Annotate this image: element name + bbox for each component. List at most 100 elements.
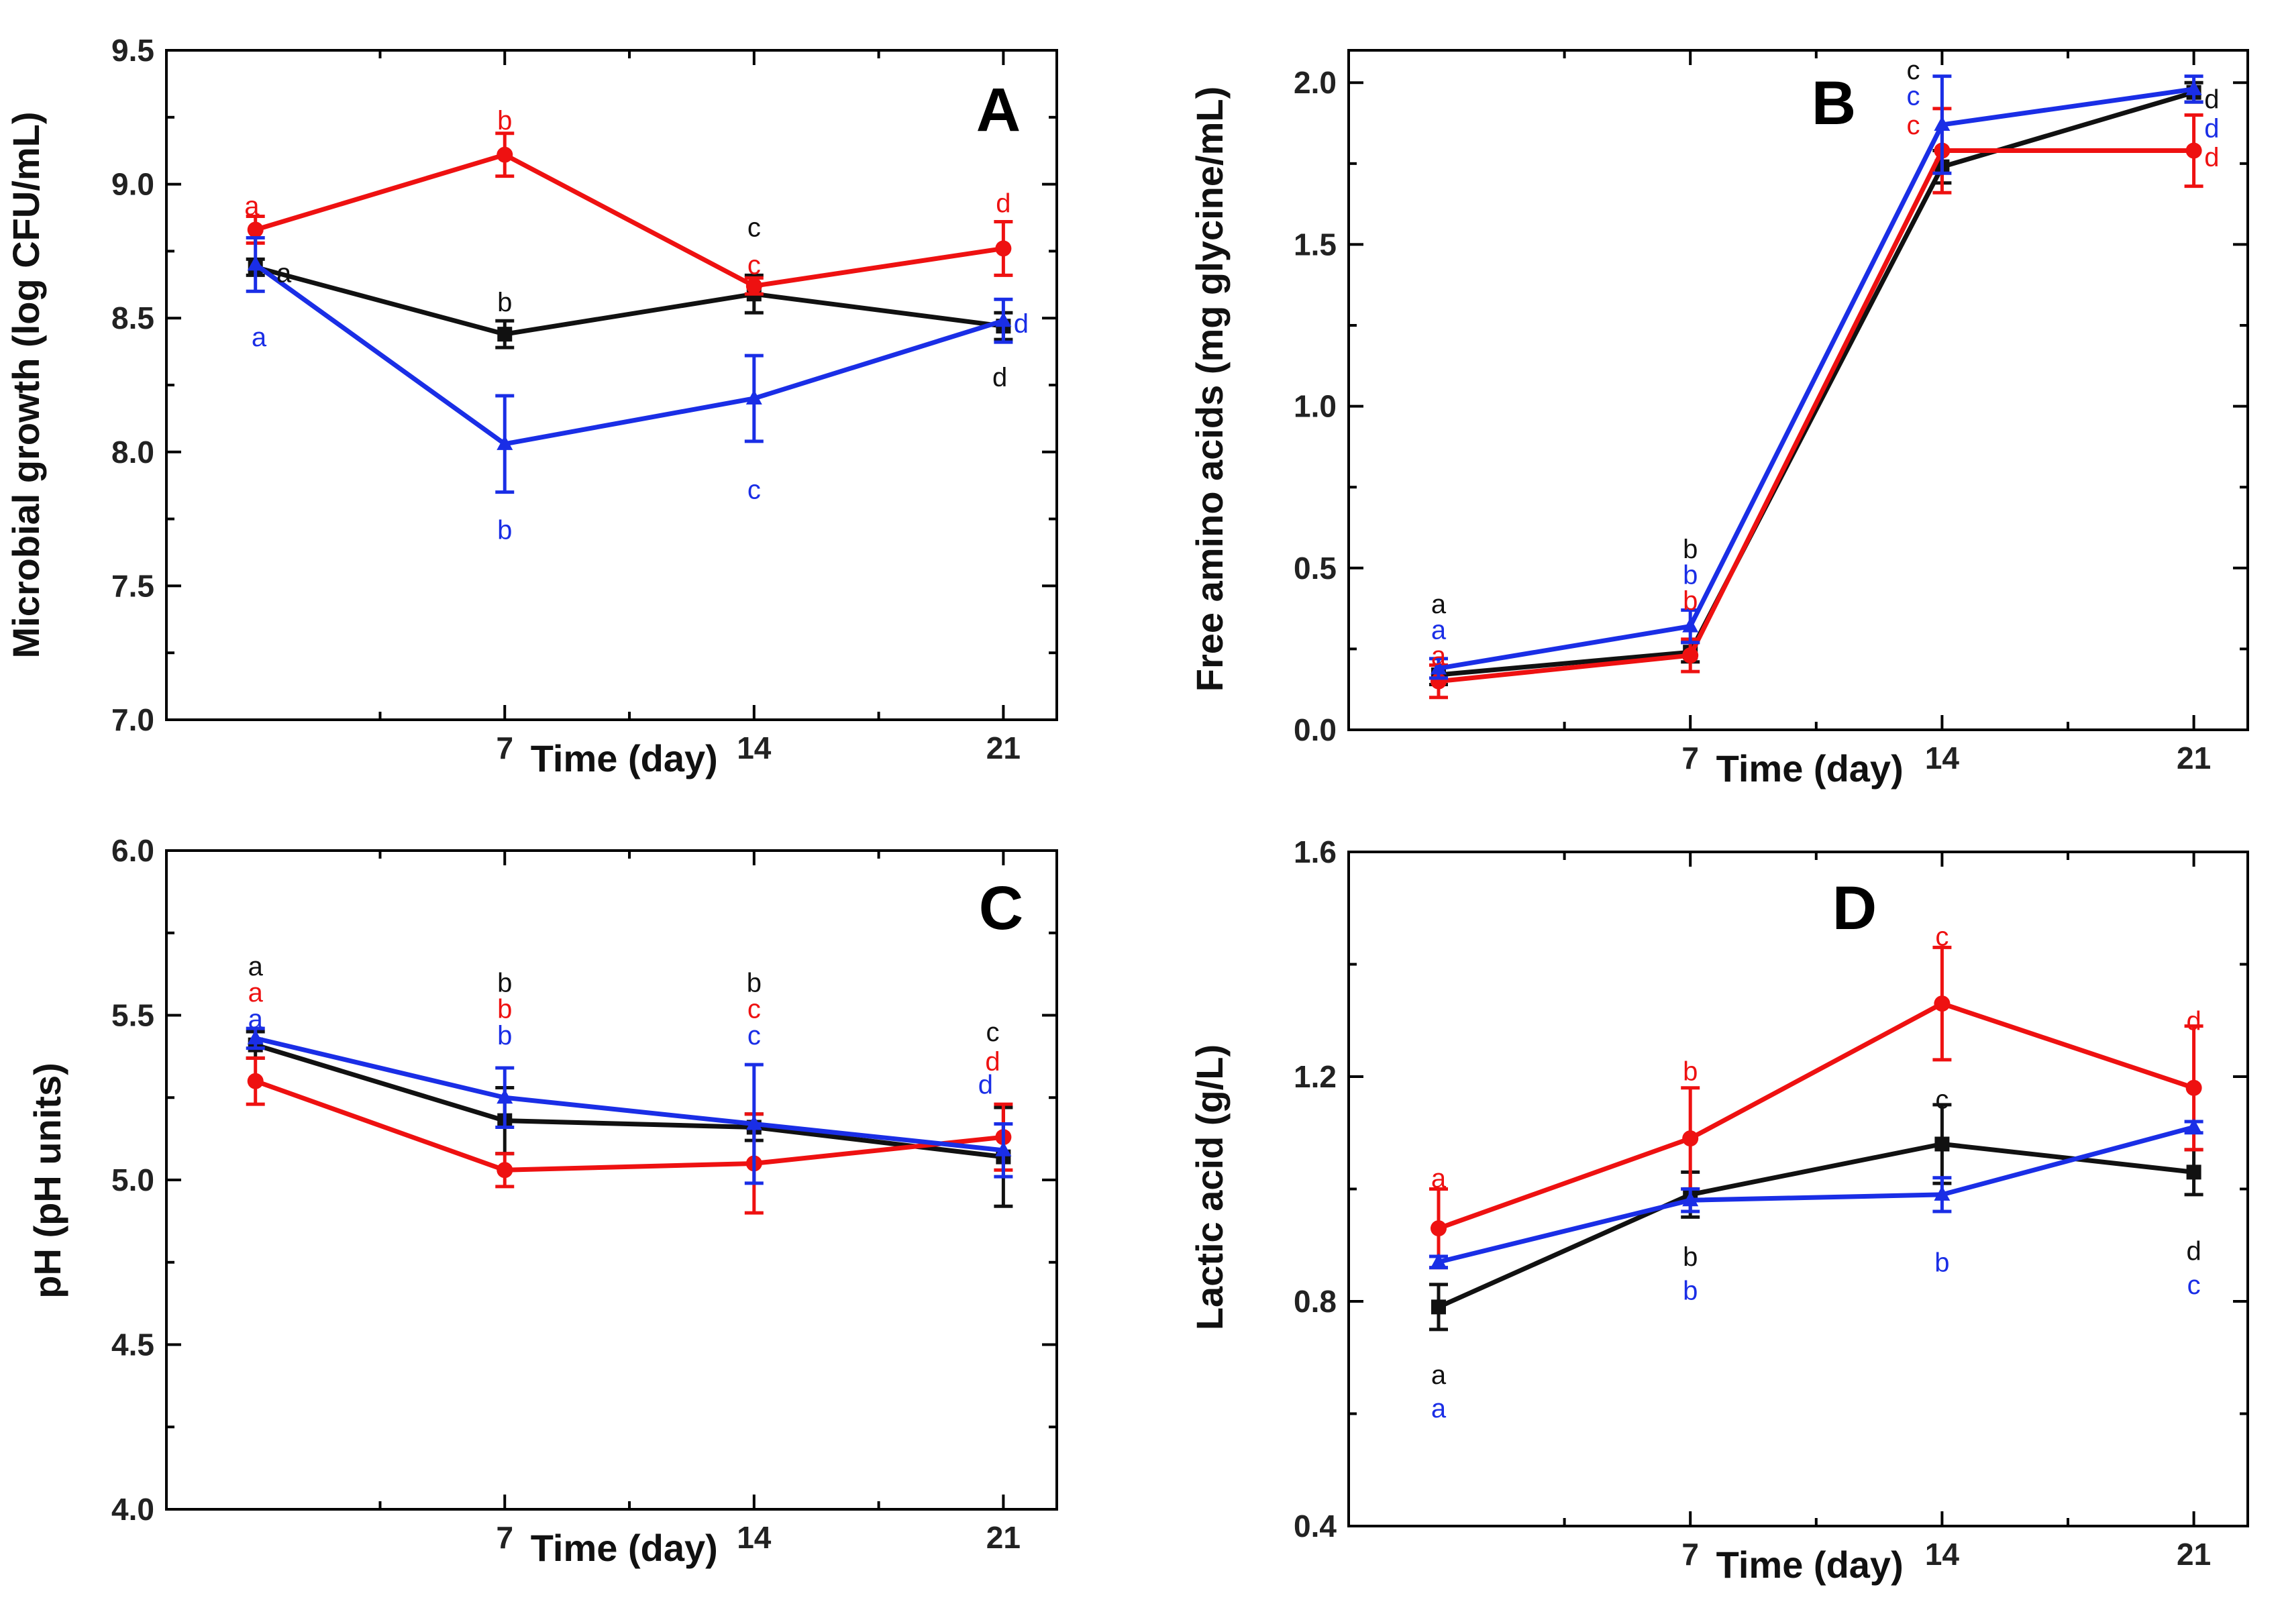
panel-d-series-blue-line [1438,1124,2195,1264]
panel-d-y-tick-label: 1.6 [1294,834,1337,869]
panel-c-blue-triangle-marker [497,1089,513,1104]
panel-d-y-axis-title: Lactic acid (g/L) [1188,1044,1231,1330]
panel-c-significance-letter: b [497,1021,512,1050]
panel-c-series-black-line [254,1042,1004,1160]
panel-c-series-red-line [254,1079,1004,1173]
panel-a-series-black [246,257,1013,349]
panel-b-series-blue [1429,74,2203,680]
panel-b-series-black-line [1438,90,2195,678]
panel-d-significance-letter: c [1935,922,1949,952]
panel-a-y-tick-label: 8.0 [111,435,154,470]
panel-c-blue-triangle-marker [995,1141,1012,1156]
panel-d-blue-triangle-marker [1431,1253,1447,1268]
panel-b-significance-letter: a [1431,641,1447,671]
panel-b-blue-triangle-marker [1431,659,1447,675]
panel-a-significance-letter: b [497,288,512,317]
panel-c-y-tick-label: 6.0 [111,833,154,868]
panel-b-y-tick-label: 0.5 [1294,551,1337,586]
panel-d-significance-letter: a [1431,1360,1447,1390]
panel-b-blue-triangle-marker [2185,80,2202,95]
panel-b-significance-letter: b [1683,586,1698,616]
panel-c-significance-letter: a [248,1004,264,1034]
panel-d-plot-frame [1347,851,2249,1527]
panel-d-black-square-marker [2186,1165,2201,1180]
panel-a-significance-letter: a [252,323,267,352]
panel-b-red-circle-marker [1682,647,1699,664]
panel-d-significance-letter: d [2186,1006,2201,1036]
panel-a-significance-letter: c [747,476,761,505]
panel-a-microbial-growth-chart: 7.0 7.5 8.0 8.5 9.0 9.5 7 14 21 Time (day) Microbi… [5,33,1058,779]
panel-a-series-blue [246,235,1013,494]
panel-c-significance-letter: d [978,1071,993,1100]
panel-c-blue-triangle-marker [745,1115,762,1130]
panel-c-significance-letter: b [497,968,512,997]
panel-c-significance-letter: b [747,968,762,997]
panel-c-x-tick-label: 7 [496,1520,513,1555]
panel-d-black-square-marker [1431,1299,1446,1315]
panel-d-significance-letter: c [2187,1270,2201,1300]
panel-c-series-blue [246,1026,1013,1185]
panel-b-y-axis-title: Free amino acids (mg glycine/mL) [1188,87,1231,692]
panel-d-blue-triangle-marker [1934,1185,1951,1201]
panel-a-blue-triangle-marker [995,312,1012,327]
panel-d-blue-triangle-marker [1682,1191,1699,1207]
panel-c-significance-letter: d [985,1047,1000,1077]
panel-d-x-axis-title: Time (day) [1716,1544,1904,1586]
panel-a-significance-letter: d [996,189,1010,219]
panel-a-x-axis-title: Time (day) [531,737,718,779]
panel-d-black-square-marker [1934,1136,1950,1152]
panel-a-x-tick-label: 7 [496,730,513,765]
panel-a-black-square-marker [497,327,513,342]
panel-d-lactic-acid-chart: 0.4 0.8 1.2 1.6 7 14 21 Time (day) Lactic acid (… [1188,834,2249,1586]
panel-a-red-circle-marker [745,278,762,294]
panel-a-red-circle-marker [247,221,264,238]
panel-c-significance-letter: c [986,1018,999,1047]
panel-b-y-tick-label: 1.0 [1294,389,1337,424]
panel-a-blue-triangle-marker [497,435,513,450]
panel-a-significance-letter: c [747,250,761,280]
panel-d-x-tick-label: 14 [1925,1537,1960,1572]
panel-c-ph-chart: 4.0 4.5 5.0 5.5 6.0 7 14 21 Time (day) pH (pH uni… [26,833,1058,1569]
panel-b-letter: B [1812,69,1856,138]
panel-d-series-red [1429,945,2203,1270]
panel-d-significance-letter: a [1431,1164,1447,1193]
panel-b-significance-letter: d [2204,143,2219,172]
panel-b-blue-triangle-marker [1934,115,1951,131]
panel-c-significance-letter: b [497,995,512,1024]
panel-d-significance-letter: a [1431,1394,1447,1423]
panel-b-series-blue-line [1438,87,2195,671]
panel-b-plot-frame [1347,49,2249,731]
panel-c-letter: C [979,874,1023,942]
panel-d-y-tick-label: 0.8 [1294,1284,1337,1319]
panel-a-letter: A [976,76,1021,144]
panel-d-x-tick-label: 21 [2177,1537,2211,1572]
panel-a-significance-letter: b [497,106,512,136]
panel-d-significance-letter: b [1683,1276,1698,1305]
panel-b-y-tick-label: 2.0 [1294,65,1337,100]
panel-b-blue-triangle-marker [1682,617,1699,633]
panel-c-x-tick-label: 21 [986,1520,1021,1555]
panel-d-significance-letter: b [1683,1057,1698,1087]
panel-b-red-circle-marker [2185,142,2202,159]
panel-b-significance-letter: d [2204,114,2219,144]
panel-d-y-tick-label: 0.4 [1294,1509,1337,1544]
panel-a-significance-letter: d [992,363,1007,392]
panel-b-significance-letter: d [2204,85,2219,114]
panel-c-x-axis-title: Time (day) [531,1527,718,1569]
panel-d-y-tick-label: 1.2 [1294,1059,1337,1094]
panel-a-y-axis-title: Microbial growth (log CFU/mL) [5,111,47,658]
panel-b-x-tick-label: 14 [1925,741,1960,775]
panel-a-significance-letter: a [276,258,292,288]
panel-b-y-tick-label: 1.5 [1294,227,1337,262]
panel-a-y-tick-label: 9.5 [111,33,154,68]
panel-c-x-tick-label: 14 [737,1520,772,1555]
panel-d-red-circle-marker [1682,1130,1699,1147]
panel-a-blue-triangle-marker [247,256,264,271]
panel-b-free-amino-acids-chart: 0.0 0.5 1.0 1.5 2.0 7 14 21 Time (day) Free amino… [1188,49,2249,790]
panel-a-significance-letter: c [747,213,761,242]
panel-c-red-circle-marker [247,1073,264,1089]
panel-a-significance-letter: d [1014,309,1029,339]
panel-d-red-circle-marker [1934,995,1951,1012]
panel-d-significance-letter: b [1934,1248,1949,1277]
